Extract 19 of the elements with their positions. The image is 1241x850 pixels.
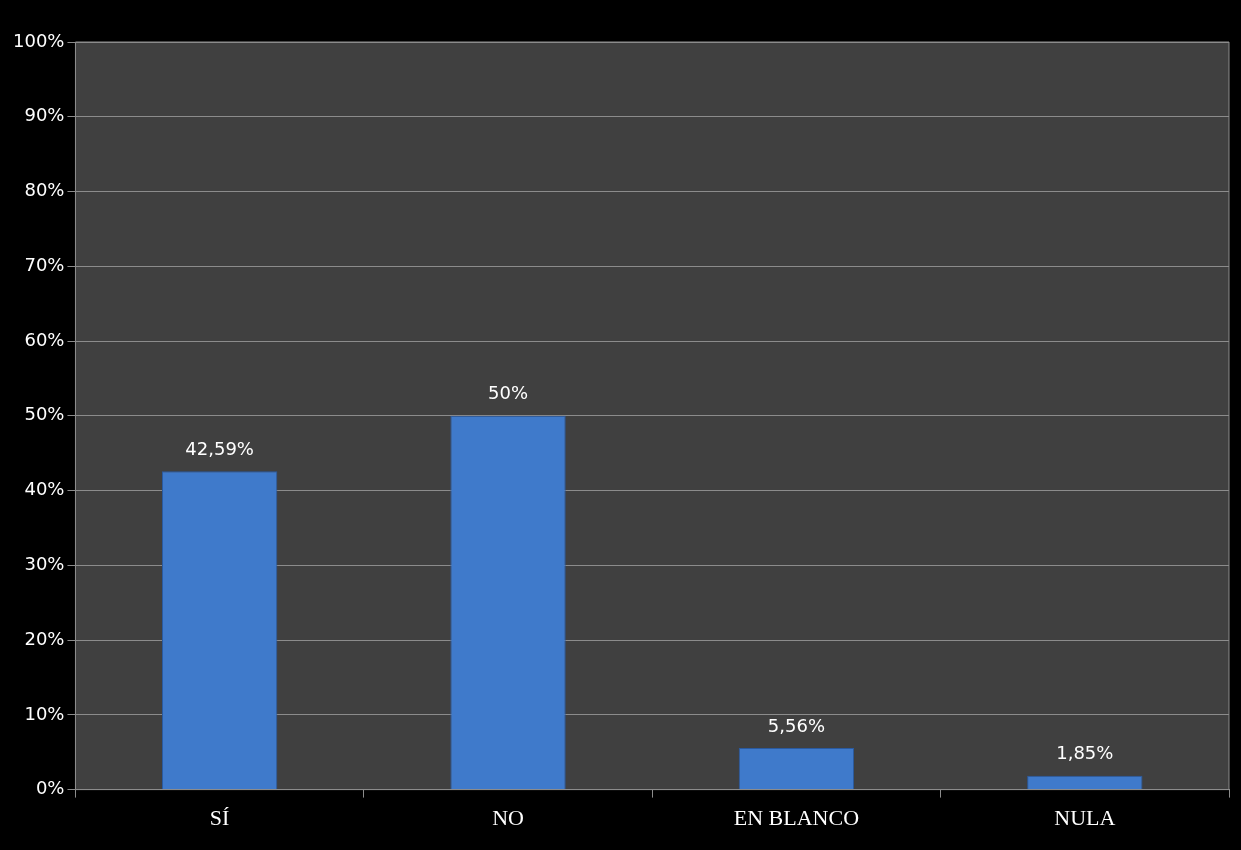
x-tick-label: SÍ — [209, 804, 230, 830]
y-tick-label: 30% — [24, 552, 65, 574]
y-tick-label: 40% — [24, 478, 65, 500]
y-tick-label: 70% — [24, 253, 65, 275]
y-tick-label: 80% — [24, 179, 65, 201]
data-label: 42,59% — [185, 437, 254, 459]
y-tick-label: 100% — [12, 29, 65, 51]
data-label: 5,56% — [767, 714, 826, 736]
x-tick-label: EN BLANCO — [733, 804, 860, 830]
data-label: 50% — [488, 382, 529, 404]
y-tick-label: 90% — [24, 104, 65, 126]
y-tick-label: 20% — [24, 627, 65, 649]
data-label: 1,85% — [1056, 742, 1114, 764]
x-tick-label: NO — [492, 804, 524, 830]
x-tick-label: NULA — [1054, 804, 1116, 830]
y-tick-label: 50% — [24, 403, 65, 425]
y-tick-label: 60% — [24, 328, 65, 350]
y-tick-label: 0% — [35, 777, 65, 799]
y-tick-label: 10% — [24, 702, 65, 724]
